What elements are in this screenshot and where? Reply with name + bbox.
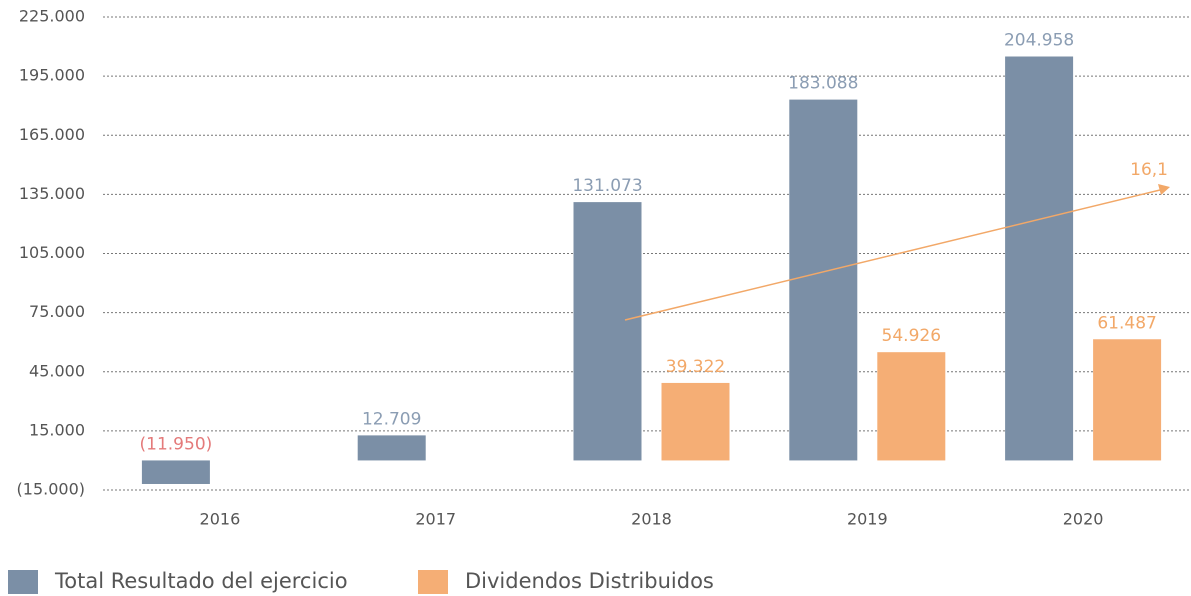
legend-label: Total Resultado del ejercicio [54, 569, 348, 593]
x-tick-label: 2018 [631, 510, 672, 529]
x-tick-label: 2017 [415, 510, 456, 529]
legend-swatch [418, 570, 448, 594]
arrow-head [1158, 184, 1170, 195]
x-tick-label: 2020 [1063, 510, 1104, 529]
value-label: 39.322 [666, 357, 725, 377]
value-label: 131.073 [572, 176, 642, 196]
bar [661, 382, 730, 461]
bar [789, 99, 858, 461]
bar [573, 202, 642, 461]
bar [877, 352, 946, 461]
y-tick-label: 75.000 [29, 302, 85, 321]
legend-label: Dividendos Distribuidos [465, 569, 714, 593]
legend-swatch [8, 570, 38, 594]
value-label: 61.487 [1097, 313, 1156, 333]
value-label: (11.950) [140, 434, 213, 454]
y-tick-label: 105.000 [19, 243, 85, 262]
x-tick-label: 2019 [847, 510, 888, 529]
annotation: 16,1 [1130, 160, 1168, 180]
y-tick-label: 225.000 [19, 7, 85, 26]
bar [141, 460, 210, 484]
bar [1093, 339, 1162, 461]
value-label: 204.958 [1004, 30, 1074, 50]
value-label: 54.926 [882, 326, 941, 346]
y-tick-label: 135.000 [19, 184, 85, 203]
y-tick-label: 195.000 [19, 66, 85, 85]
value-label: 12.709 [362, 409, 421, 429]
y-tick-label: 45.000 [29, 361, 85, 380]
y-tick-label: 165.000 [19, 125, 85, 144]
y-tick-label: 15.000 [29, 420, 85, 439]
bar [357, 435, 426, 461]
bar [1005, 56, 1074, 461]
value-label: 183.088 [788, 74, 858, 94]
y-tick-label: (15.000) [17, 480, 85, 499]
x-tick-label: 2016 [200, 510, 241, 529]
trend-arrow [624, 189, 1161, 321]
